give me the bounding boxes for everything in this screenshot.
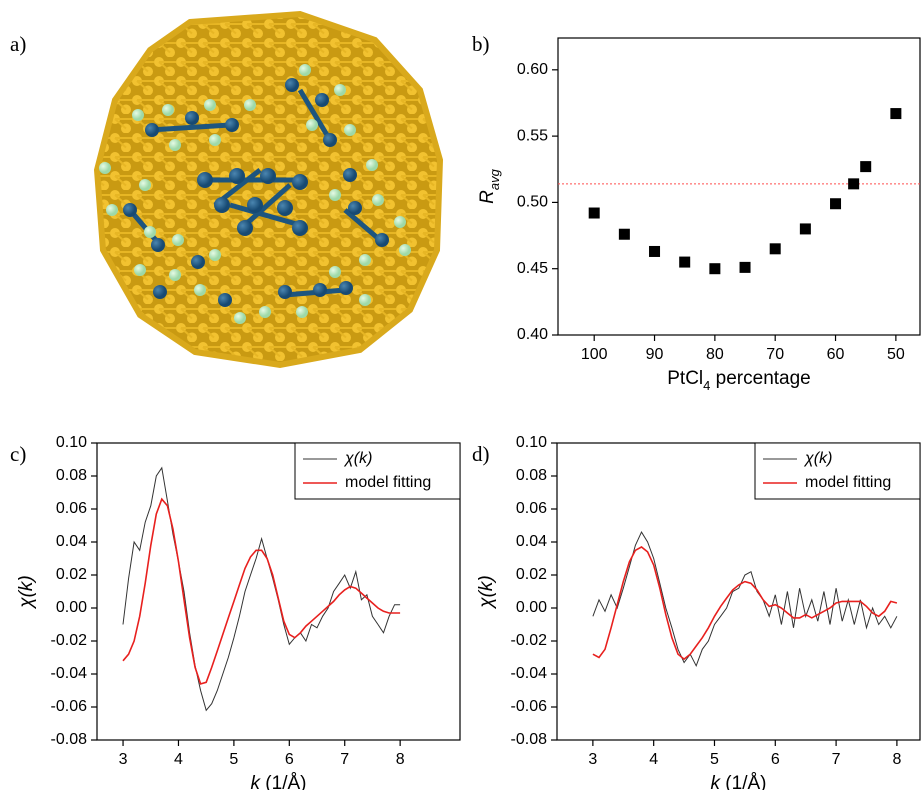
y-tick-label: 0.02 [56,566,87,583]
point [860,161,871,172]
legend-label: model fitting [345,474,431,491]
y-tick-label: 0.00 [516,599,547,616]
legend-label: model fitting [805,474,891,491]
x-tick-label: 6 [285,751,294,768]
x-tick-label: 50 [887,346,905,363]
figure: a) b) c) d) 0.40 0.45 0.50 0.55 0.60 100 90 80 7… [0,0,921,790]
y-axis-title-part: χ(k) [476,575,497,610]
line-series [123,499,400,684]
x-tick-label: 3 [588,751,597,768]
x-tick-label: 4 [649,751,658,768]
point [848,178,859,189]
legend-label: χ(k) [803,450,832,467]
x-axis-title: PtCl4 percentage [667,368,811,393]
line-series [593,547,897,659]
point [589,208,600,219]
x-axis-title: k (1/Å) [251,773,307,790]
y-tick-label: -0.04 [51,665,88,682]
y-tick-label: -0.04 [511,665,548,682]
y-tick-label: 0.08 [516,467,547,484]
y-tick-label: 0.08 [56,467,87,484]
x-tick-label: 70 [766,346,784,363]
x-tick-label: 8 [892,751,901,768]
x-tick-label: 100 [581,346,608,363]
x-tick-label: 4 [174,751,183,768]
y-tick-label: 0.60 [517,61,548,78]
x-tick-label: 7 [832,751,841,768]
x-axis-title-part: PtCl [667,368,703,389]
y-tick-label: 0.40 [517,326,548,343]
point [770,243,781,254]
point [679,257,690,268]
y-tick-label: 0.02 [516,566,547,583]
y-tick-label: 0.45 [517,260,548,277]
point [740,262,751,273]
y-axis-title-part: avg [487,168,502,190]
x-axis-title-part: (1/Å) [720,773,766,790]
x-tick-label: 5 [710,751,719,768]
y-tick-label: 0.55 [517,127,548,144]
x-axis-title-part: (1/Å) [260,773,306,790]
point [709,263,720,274]
x-tick-label: 6 [771,751,780,768]
point [890,108,901,119]
y-tick-label: 0.00 [56,599,87,616]
point [649,246,660,257]
y-axis-title-part: χ(k) [16,575,37,610]
x-axis-title: k (1/Å) [711,773,767,790]
line-series [593,532,897,666]
y-axis-title: Ravg [477,168,502,203]
y-tick-label: -0.02 [511,632,548,649]
x-tick-label: 60 [827,346,845,363]
y-tick-label: -0.06 [511,698,548,715]
y-tick-label: -0.08 [51,731,88,748]
point [800,223,811,234]
x-tick-label: 80 [706,346,724,363]
x-tick-label: 8 [396,751,405,768]
legend-label: χ(k) [343,450,372,467]
x-tick-label: 7 [340,751,349,768]
y-tick-label: 0.50 [517,194,548,211]
point [830,198,841,209]
y-axis-title: χ(k) [16,575,37,610]
panel-label: a) [10,32,26,56]
y-axis-title: χ(k) [476,575,497,610]
y-axis-title-part: R [477,190,498,204]
molecule-image [97,14,440,365]
x-tick-label: 3 [119,751,128,768]
panel-label: c) [10,442,26,466]
y-tick-label: 0.04 [56,533,87,550]
x-axis-title-part: percentage [710,368,810,389]
y-tick-label: 0.06 [516,500,547,517]
panel-label: b) [472,32,490,56]
y-tick-label: -0.08 [511,731,548,748]
y-tick-label: -0.06 [51,698,88,715]
panel-label: d) [472,442,490,466]
y-tick-label: 0.10 [516,434,547,451]
y-tick-label: -0.02 [51,632,88,649]
x-tick-label: 90 [646,346,664,363]
y-tick-label: 0.06 [56,500,87,517]
x-axis-title-part: 4 [703,378,710,393]
point [619,229,630,240]
line-series [123,468,400,711]
x-tick-label: 5 [229,751,238,768]
y-tick-label: 0.04 [516,533,547,550]
plot-frame [558,38,920,335]
page: {"panel_labels": ["a)", "b)", "c)", "d)"… [0,0,921,790]
y-tick-label: 0.10 [56,434,87,451]
